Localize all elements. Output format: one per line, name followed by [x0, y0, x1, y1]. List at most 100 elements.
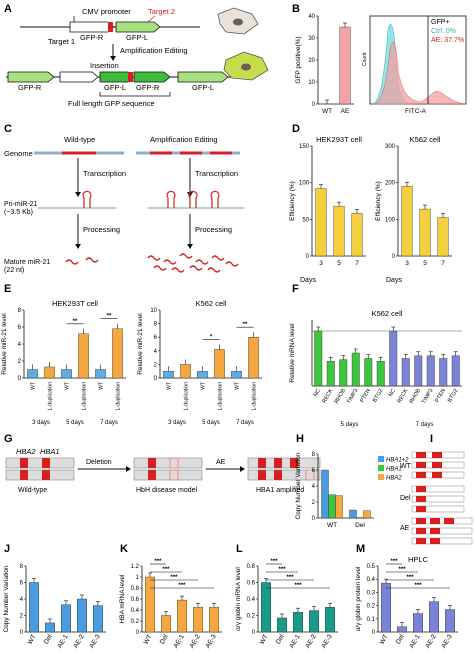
gfp-r-label-3: GFP-R	[136, 83, 160, 92]
bar	[293, 612, 304, 633]
x-tick-label: AE-2	[304, 633, 317, 649]
x-tick-label: WT	[379, 633, 390, 645]
bar	[376, 361, 385, 387]
bar	[451, 355, 460, 387]
bar	[45, 622, 56, 633]
bar	[414, 355, 423, 387]
y-tick-label: 1.2	[131, 564, 140, 570]
chart-e-k562: 0 2 4 6 8 10 Relative miR-21 level K562 cell WT L…	[137, 299, 262, 426]
hba1-label: HBA1	[40, 447, 60, 456]
x-tick-label: 7	[441, 260, 445, 267]
x-tick-label: Del	[43, 633, 54, 645]
x-tick-label: NC	[313, 388, 322, 398]
wild-type-label: Wild-type	[64, 135, 95, 144]
x-tick-label: TIMP3	[421, 388, 434, 405]
bar	[180, 364, 191, 379]
panel-label-d: D	[292, 123, 300, 135]
x-tick-label: WT	[327, 522, 337, 529]
y-axis-label: HBA mRNA level	[119, 574, 126, 623]
panel-label-b: B	[292, 3, 300, 15]
group-label: 3 days	[32, 420, 50, 426]
bar	[92, 605, 103, 633]
bar	[315, 188, 327, 257]
panel-label-e: E	[4, 283, 11, 295]
bar	[333, 205, 345, 257]
gfp-l-label-4: GFP-L	[192, 83, 214, 92]
y-axis-label: α/γ globin protein level	[355, 566, 362, 631]
group-label: 5 days	[66, 420, 84, 426]
chromosome-wt	[5, 457, 75, 481]
bar	[27, 369, 38, 379]
sig-marker: ***	[154, 559, 162, 565]
y-tick-label: 100	[385, 217, 396, 223]
bar	[112, 328, 123, 379]
y-axis-label: GFP positive(%)	[295, 36, 302, 83]
x-tick-label: AE-3	[440, 633, 453, 649]
y-tick-label: 0.2	[131, 619, 140, 625]
sig-marker: **	[243, 322, 248, 328]
x-tick-label: AE-1	[408, 633, 421, 649]
mature-mir-size: (22 nt)	[4, 267, 24, 274]
panel-i: I WT Del AE	[400, 433, 473, 545]
gfp-r-block	[69, 21, 115, 33]
bar	[76, 598, 87, 633]
x-tick-label: AE-2	[424, 633, 437, 649]
y-tick-label: 2	[18, 359, 22, 365]
y-axis-label: Relative miR-21 level	[1, 313, 8, 375]
x-tick-label: WT	[259, 633, 270, 645]
x-tick-label: AE-3	[88, 633, 101, 649]
days-label-2: Days	[386, 277, 402, 284]
legend-label: HBA2	[386, 476, 402, 482]
gfp-r-label-2: GFP-R	[18, 83, 42, 92]
x-tick-label: WT	[99, 382, 105, 390]
bar	[363, 510, 371, 519]
x-tick-label: Del	[355, 522, 365, 529]
bar	[78, 333, 89, 379]
chromosome-amplified	[247, 457, 321, 481]
panel-b: B 0 10 20 30 40 GFP positive(%) WT AE GFP+ Ctrl…	[292, 3, 467, 115]
bar	[231, 371, 242, 379]
legend-label: HBA1	[386, 467, 402, 473]
x-tick-label: PTEN	[434, 388, 447, 404]
chart-title: K562 cell	[410, 135, 441, 144]
chart-d-hek293t: 0 50 100 150 Efficiency (%) HEK293T cell 3 5 7	[289, 135, 366, 267]
x-tick-label: AE-1	[56, 633, 69, 649]
x-tick-label: BTG2	[372, 388, 384, 403]
y-tick-label: 30	[308, 36, 315, 42]
y-tick-label: 4	[312, 484, 316, 490]
cell-icon-bottom	[223, 51, 269, 81]
full-length-gfp-label: Full length GFP sequence	[68, 99, 155, 108]
amp-editing-label: Amplification Editing	[150, 135, 218, 144]
bar	[437, 217, 449, 257]
panel-e: E 0 2 4 6 8 Relative miR-21 level HEK293T cell…	[1, 283, 262, 426]
amplification-editing-label: Amplification Editing	[120, 46, 188, 55]
y-tick-label: 4	[154, 349, 158, 355]
x-tick-label: L-duplication	[82, 382, 88, 411]
bar	[401, 186, 413, 257]
chart-e-hek293t: 0 2 4 6 8 Relative miR-21 level HEK293T cell WT…	[1, 299, 126, 426]
y-tick-label: 40	[308, 14, 315, 20]
y-tick-label: 0.5	[367, 564, 376, 570]
gfp-l-label-1: GFP-L	[126, 33, 148, 42]
panel-label-c: C	[4, 123, 12, 135]
sig-marker: ***	[270, 559, 278, 565]
panel-g: G HBA2 HBA1 Deletion AE Wild-type HbH di…	[4, 433, 321, 494]
x-tick-label: Del	[395, 633, 406, 645]
x-tick-label: RECK	[397, 388, 410, 405]
chart-j-cnv: 0 2 4 6 8 Copy Number Variation WT Del AE-1 AE-2 A…	[3, 564, 106, 650]
panel-m: M 0 0.1 0.2 0.3 0.4 0.5 α/γ globin protein lev…	[355, 543, 458, 650]
panel-h: H 0 2 4 6 8 Copy Number Variation WT Del HBA1+2 H…	[295, 433, 409, 529]
flow-legend-ctrl: Ctrl: 0%	[431, 28, 456, 35]
x-tick-label: L-duplication	[116, 382, 122, 411]
panel-label-g: G	[4, 433, 13, 445]
x-tick-label: 5	[423, 260, 427, 267]
mature-mir-label: Mature miR-21	[4, 259, 50, 266]
bar	[326, 361, 335, 387]
y-tick-label: 200	[385, 181, 396, 187]
y-axis-label: Efficiency (%)	[375, 181, 382, 221]
y-axis-label: Copy Number Variation	[3, 565, 10, 632]
bar	[261, 582, 272, 633]
x-tick-label: WT	[201, 382, 207, 390]
